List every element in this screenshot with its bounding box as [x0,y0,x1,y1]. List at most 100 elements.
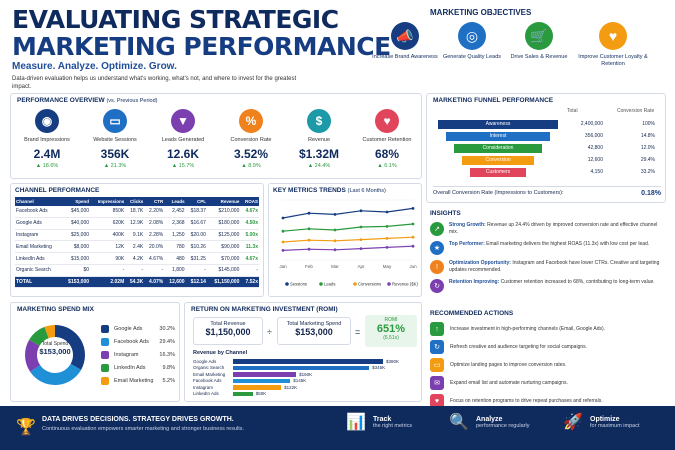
kpi-label: Brand Impressions [24,137,70,143]
target-icon: ◎ [458,22,486,50]
bar-label: Google Ads [193,358,217,364]
table-cell: Facebook Ads [15,206,62,218]
action-item: ↻ Refresh creative and audience targeting… [430,340,666,354]
bar-label: Email Marketing [193,371,226,377]
insights-panel: INSIGHTS ↗ Strong Growth: Revenue up 24.4… [430,210,666,298]
title-line-1: EVALUATING STRATEGIC [12,5,339,34]
table-cell: $15,000 [61,252,91,265]
objective-item: 📣 Increase Brand Awareness [370,22,440,61]
eye-icon: ◉ [35,109,59,133]
romi-sub: (6.51x) [383,335,399,341]
spend-title: MARKETING SPEND MIX [17,306,94,313]
kpi-card: ▭ Website Sessions 356K ▲ 21.3% [82,107,148,173]
objective-label: Generate Quality Leads [442,54,502,60]
table-cell: 54.3K [125,276,145,289]
action-item: ✉ Expand email list and automate nurturin… [430,376,666,390]
romi-panel: RETURN ON MARKETING INVESTMENT (ROMI) To… [184,302,422,402]
bar-label: Organic Search [193,365,225,371]
data-point [385,225,389,228]
table-cell: 620K [90,217,126,230]
legend-swatch [101,325,109,333]
footer-item-text: Analyze performance regularly [476,416,530,429]
table-header: Leads [164,197,186,206]
kpi-value: 356K [100,147,130,161]
x-tick-label: Feb [305,264,313,269]
table-cell: - [240,264,259,277]
footer-item-title: Optimize [590,415,620,423]
table-header: Channel [15,197,62,206]
table-cell: 4.67x [240,206,259,218]
kpi-label: Website Sessions [93,137,137,143]
funnel-total: 12,600 [587,157,603,163]
funnel-chart: Awareness 2,400,000 100% Interest 356,000 14.… [433,118,661,178]
data-point [385,246,389,249]
objective-item: ♥ Improve Customer Loyalty & Retention [578,22,648,68]
footer-item-sub: for maximum impact [590,422,640,429]
kpi-value: 68% [374,147,400,161]
insight-head: Retention Improving: [449,279,500,285]
footer-icon: 📊 [346,414,366,431]
kpi-label: Revenue [307,137,331,143]
footer-item-sub: the right metrics [373,422,413,429]
table-cell: 1,250 [164,229,186,242]
romi-inv-label: Total Marketing Spend [286,321,342,327]
insight-text: Strong Growth: Revenue up 24.4% driven b… [449,222,666,235]
funnel-total: 4,150 [590,169,603,175]
x-tick-label: Jan [279,264,287,269]
spend-legend: Google Ads 30.2% Facebook Ads 29.4% Instagra… [101,325,175,390]
table-cell: LinkedIn Ads [15,252,62,265]
table-cell: $45,000 [61,206,91,218]
table-cell: 2.08% [144,217,165,230]
legend-swatch [285,282,289,286]
series-line [282,236,414,243]
action-icon: ✉ [430,376,444,390]
footer-item-text: Track the right metrics [373,416,412,429]
legend-label: Conversions [358,282,381,287]
table-cell: $1,150,000 [206,276,241,289]
x-tick-label: Jun [409,264,417,269]
kpi-change: ▲ 6.1% [377,163,397,169]
table-cell: 4.67x [240,252,259,265]
bar [233,391,253,396]
table-cell: 850K [90,206,126,218]
cart-icon: 🛒 [525,22,553,50]
data-point [281,216,285,220]
action-text: Increase investment in high-performing c… [450,326,606,332]
romi-result-card: ROMI 651% (6.51x) [365,315,417,347]
table-cell: $20.00 [185,229,207,242]
footer-headline: DATA DRIVES DECISIONS. STRATEGY DRIVES G… [42,416,234,423]
data-point [307,227,311,231]
series-line [282,245,414,251]
bar-row: LinkedIn Ads $50K [193,391,417,398]
table-cell: $145,000 [206,264,241,277]
action-text: Refresh creative and audience targeting … [450,344,588,350]
funnel-bar-wrap: Conversion [433,155,563,165]
tagline: Measure. Analyze. Optimize. Grow. [12,61,177,72]
bar-row: Instagram $122K [193,384,417,391]
objectives-title: MARKETING OBJECTIVES [430,8,532,17]
data-point [333,213,337,216]
table-cell: TOTAL [15,276,62,289]
legend-label: Instagram [114,352,139,358]
insight-text: Retention Improving: Customer retention … [449,279,655,286]
channel-title: CHANNEL PERFORMANCE [15,187,100,194]
spend-panel: MARKETING SPEND MIX Total Spend $153,000… [10,302,180,402]
table-cell: $0 [61,264,91,277]
insight-head: Optimization Opportunity: [449,260,511,266]
data-point [411,222,415,226]
objective-item: 🛒 Drive Sales & Revenue [504,22,574,61]
insight-item: ↻ Retention Improving: Customer retention… [430,279,666,293]
funnel-stage: Consideration 42,800 12.0% [433,142,661,154]
table-cell: $125,000 [206,229,241,242]
funnel-bar-wrap: Customers [433,167,563,177]
objective-item: ◎ Generate Quality Leads [437,22,507,61]
channel-panel: CHANNEL PERFORMANCE Channel Spend Impressi… [10,183,264,297]
data-point [359,247,363,250]
bar-row: Organic Search $345K [193,365,417,372]
kpi-label: Leads Generated [161,137,205,143]
bar-value: $345K [372,365,386,371]
table-cell: 2,368 [164,217,186,230]
table-header: Spend [61,197,91,206]
table-row: Facebook Ads $45,000 850K 18.7K 2.20% 2,452 $1… [15,206,259,218]
description: Data-driven evaluation helps us understa… [12,76,297,90]
